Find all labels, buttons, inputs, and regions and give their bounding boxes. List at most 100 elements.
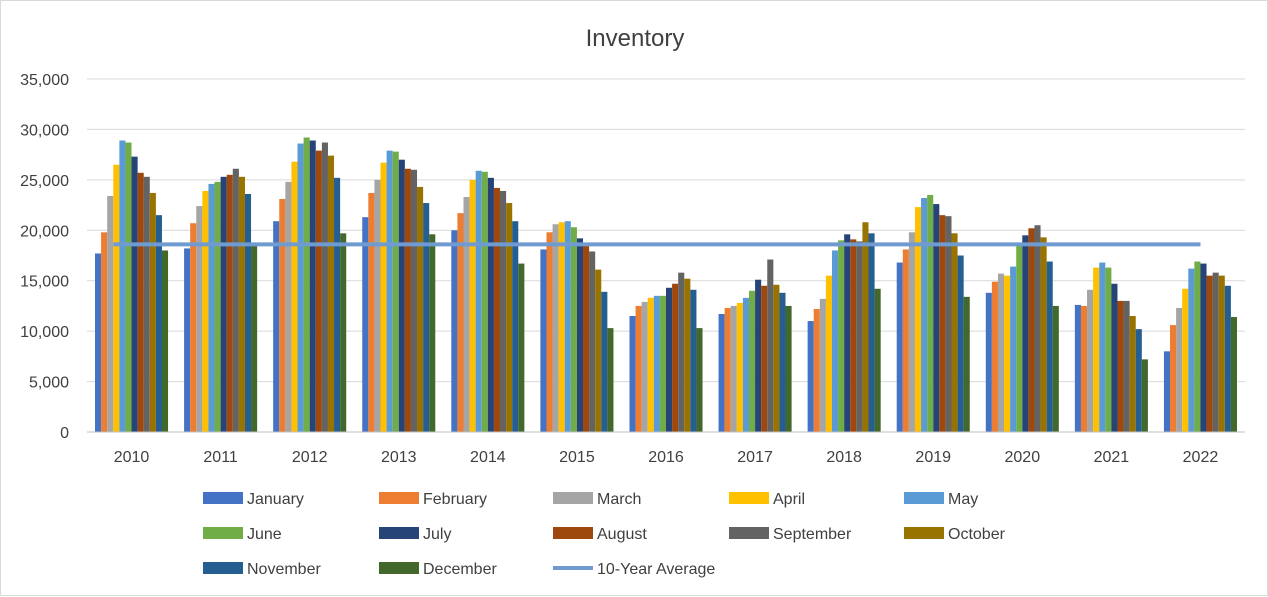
legend-swatch: [553, 492, 593, 504]
bar: [908, 232, 915, 432]
bar: [220, 176, 227, 432]
legend-label: August: [597, 526, 647, 543]
bar: [303, 137, 310, 432]
bar: [1194, 261, 1201, 432]
bar: [678, 272, 685, 432]
bar: [1074, 304, 1081, 432]
bar: [500, 190, 507, 432]
bar: [386, 150, 393, 433]
bar: [838, 240, 845, 432]
bar: [1230, 317, 1237, 432]
legend-label: January: [247, 491, 304, 508]
bar: [807, 321, 814, 432]
bar: [850, 239, 857, 432]
bar: [1176, 307, 1183, 432]
bar: [457, 213, 464, 432]
legend-label: March: [597, 491, 641, 508]
y-tick-label: 20,000: [20, 223, 69, 240]
bar: [469, 179, 476, 432]
bar: [724, 307, 731, 432]
bar: [570, 227, 577, 432]
x-tick-label: 2020: [1005, 449, 1041, 466]
bar: [95, 253, 102, 432]
legend-label: April: [773, 491, 805, 508]
bar: [131, 156, 138, 432]
legend-label: December: [423, 561, 497, 578]
bar: [493, 187, 501, 432]
bar: [107, 195, 114, 432]
legend-swatch: [379, 527, 419, 539]
x-tick-label: 2015: [559, 449, 595, 466]
bar: [1182, 288, 1189, 432]
legend-label: 10-Year Average: [597, 561, 715, 578]
bar: [1028, 228, 1035, 432]
bar: [601, 291, 608, 432]
bar: [540, 249, 547, 432]
bar: [761, 285, 768, 432]
bar: [143, 176, 150, 432]
bar: [1034, 225, 1041, 432]
x-tick-label: 2014: [470, 449, 506, 466]
x-tick-label: 2011: [203, 449, 238, 466]
bar: [718, 314, 725, 432]
y-axis-tick-labels: 0 5,000 10,000 15,000 20,000 25,000 30,000 35,0…: [20, 72, 69, 442]
bar: [137, 172, 144, 433]
bar: [583, 245, 590, 432]
bar: [991, 281, 998, 432]
bar: [1080, 305, 1088, 432]
bar: [368, 192, 375, 432]
bar: [1135, 329, 1142, 432]
bar: [196, 206, 203, 432]
legend-swatch: [203, 527, 243, 539]
legend-swatch: [553, 527, 593, 539]
x-tick-label: 2010: [114, 449, 150, 466]
bar: [902, 249, 909, 432]
bar: [1206, 275, 1213, 432]
y-tick-label: 30,000: [20, 122, 69, 139]
bar: [285, 181, 292, 432]
bars: [95, 137, 1237, 433]
legend-swatch: [904, 527, 944, 539]
bar: [730, 305, 737, 432]
y-tick-label: 0: [60, 425, 69, 442]
bar: [1004, 275, 1011, 432]
bar: [641, 301, 648, 432]
bar: [273, 221, 280, 432]
bar: [635, 305, 642, 432]
bar: [1200, 263, 1207, 432]
bar: [939, 215, 946, 432]
bar: [951, 233, 958, 432]
x-tick-label: 2017: [737, 449, 773, 466]
y-tick-label: 35,000: [20, 72, 69, 89]
bar: [340, 233, 347, 432]
x-tick-label: 2019: [915, 449, 951, 466]
bar: [1016, 244, 1023, 432]
bar: [825, 275, 832, 432]
bar: [208, 183, 215, 432]
bar: [1099, 262, 1106, 432]
bar: [101, 232, 108, 432]
bar: [862, 222, 869, 432]
bar: [653, 295, 660, 432]
bar: [1218, 275, 1225, 432]
bar: [374, 179, 381, 432]
bar: [398, 159, 405, 432]
bar: [1123, 300, 1130, 432]
bar: [119, 140, 126, 432]
bar: [404, 168, 411, 432]
bar: [417, 186, 424, 432]
bar: [985, 292, 992, 432]
bar: [755, 279, 762, 432]
bar: [684, 278, 691, 432]
bar: [315, 150, 322, 433]
bar: [429, 234, 436, 432]
bar: [672, 283, 679, 432]
bar: [297, 143, 304, 433]
bar: [963, 296, 970, 432]
bar: [1052, 305, 1059, 432]
bar: [1188, 268, 1195, 432]
chart-title: Inventory: [586, 25, 685, 52]
bar: [1111, 283, 1118, 432]
bar: [291, 161, 298, 432]
